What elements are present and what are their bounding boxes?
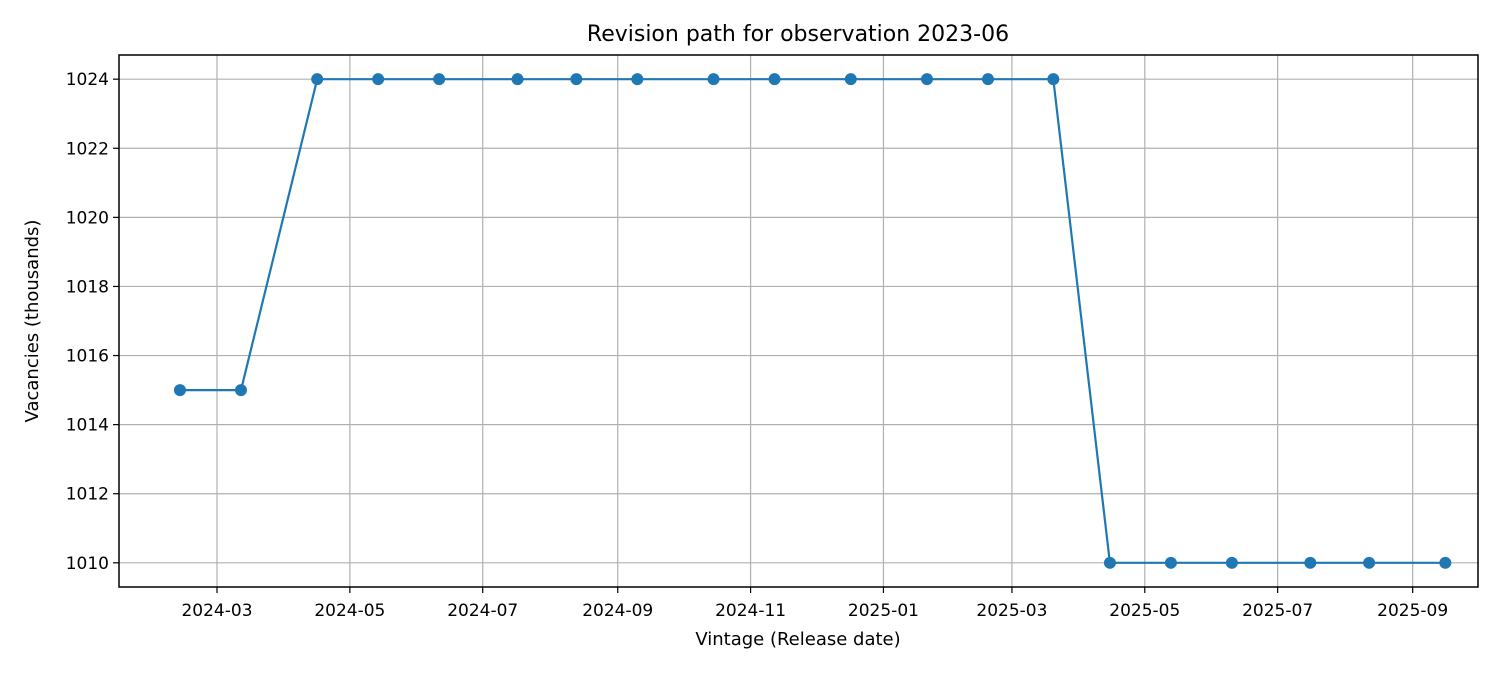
x-tick-label: 2025-09 xyxy=(1377,601,1448,621)
x-tick-label: 2024-11 xyxy=(715,601,786,621)
data-point xyxy=(844,73,857,86)
data-point xyxy=(1225,556,1238,569)
x-axis-label: Vintage (Release date) xyxy=(695,629,900,650)
x-tick-label: 2024-03 xyxy=(181,601,252,621)
y-tick-label: 1018 xyxy=(66,277,109,297)
data-point xyxy=(1164,556,1177,569)
y-tick-label: 1022 xyxy=(66,139,109,159)
series-line xyxy=(180,78,1446,564)
data-point xyxy=(768,73,781,86)
y-tick-label: 1024 xyxy=(66,70,109,90)
x-tick-label: 2025-03 xyxy=(976,601,1047,621)
data-point xyxy=(1363,556,1376,569)
data-point xyxy=(631,73,644,86)
data-point xyxy=(311,73,324,86)
data-point xyxy=(433,73,446,86)
x-tick-label: 2024-05 xyxy=(314,601,385,621)
data-point xyxy=(707,73,720,86)
chart-title: Revision path for observation 2023-06 xyxy=(587,22,1009,47)
x-tick-label: 2025-01 xyxy=(848,601,919,621)
data-point xyxy=(234,384,247,397)
data-point xyxy=(1439,556,1452,569)
data-point xyxy=(372,73,385,86)
data-point xyxy=(1047,73,1060,86)
data-point xyxy=(511,73,524,86)
x-tick-label: 2025-05 xyxy=(1109,601,1180,621)
x-tick-label: 2024-09 xyxy=(582,601,653,621)
x-tick-label: 2024-07 xyxy=(447,601,518,621)
y-tick-label: 1020 xyxy=(66,208,109,228)
data-point xyxy=(173,384,186,397)
y-axis-label: Vacancies (thousands) xyxy=(22,220,43,423)
series-layer xyxy=(173,73,1452,569)
data-point xyxy=(920,73,933,86)
y-tick-label: 1014 xyxy=(66,416,109,436)
y-tick-label: 1016 xyxy=(66,347,109,367)
data-point xyxy=(570,73,583,86)
data-point xyxy=(1103,556,1116,569)
y-tick-label: 1012 xyxy=(66,485,109,505)
data-point xyxy=(981,73,994,86)
data-point xyxy=(1304,556,1317,569)
grid-lines xyxy=(119,55,1478,587)
y-tick-label: 1010 xyxy=(66,554,109,574)
plot-frame xyxy=(118,54,1479,588)
axis-ticks: 2024-03 2024-05 2024-07 2024-09 2024-11 2025-… xyxy=(66,70,1448,621)
x-tick-label: 2025-07 xyxy=(1242,601,1313,621)
